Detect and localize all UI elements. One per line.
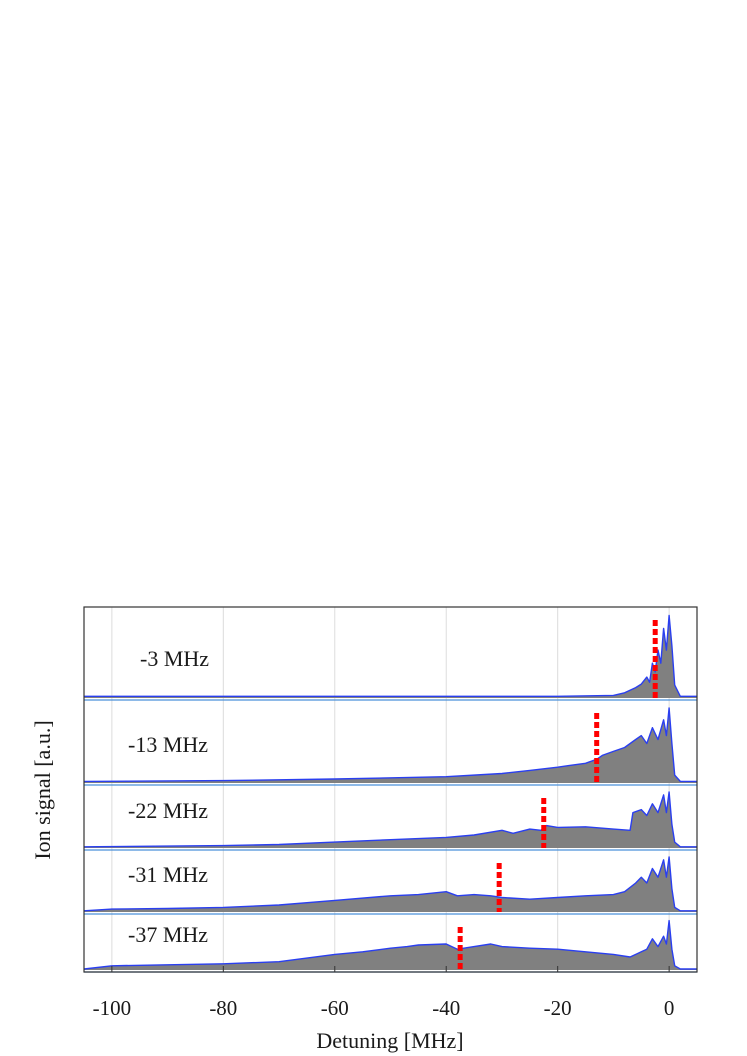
panel-2: -13 MHz [83,707,697,786]
panel-5-signal-area [84,920,697,970]
panel-2-signal-area [84,708,697,783]
x-tick-label-2: -60 [321,996,349,1020]
panel-4-signal-line [83,856,697,912]
y-axis-label: Ion signal [a.u.] [30,720,55,859]
panel-3-signal-line [83,791,697,848]
panel-5: -37 MHz [83,919,697,973]
x-tick-label-4: -20 [544,996,572,1020]
x-tick-label-1: -80 [209,996,237,1020]
panel-3: -22 MHz [83,791,697,851]
x-tick-label-3: -40 [432,996,460,1020]
panels-layer: -3 MHz -13 MHz -22 MHz -31 MHz -37 MHz [83,614,697,973]
panel-4-label: -31 MHz [128,862,208,887]
panel-1-label: -3 MHz [140,646,209,671]
panel-1: -3 MHz [84,614,697,701]
panel-1-signal-area [84,615,697,698]
x-tick-label-5: 0 [664,996,675,1020]
x-axis-label: Detuning [MHz] [316,1028,463,1053]
panel-4: -31 MHz [83,856,697,915]
plot-frame [83,606,698,973]
panel-3-label: -22 MHz [128,798,208,823]
panel-5-signal-line [83,919,697,970]
x-tick-label-0: -100 [93,996,132,1020]
panel-2-label: -13 MHz [128,732,208,757]
panel-5-label: -37 MHz [128,922,208,947]
ticks-layer: -100 -80 -60 -40 -20 0 [93,966,675,1020]
panel-4-signal-area [84,856,697,912]
panel-2-signal-line [83,707,697,783]
